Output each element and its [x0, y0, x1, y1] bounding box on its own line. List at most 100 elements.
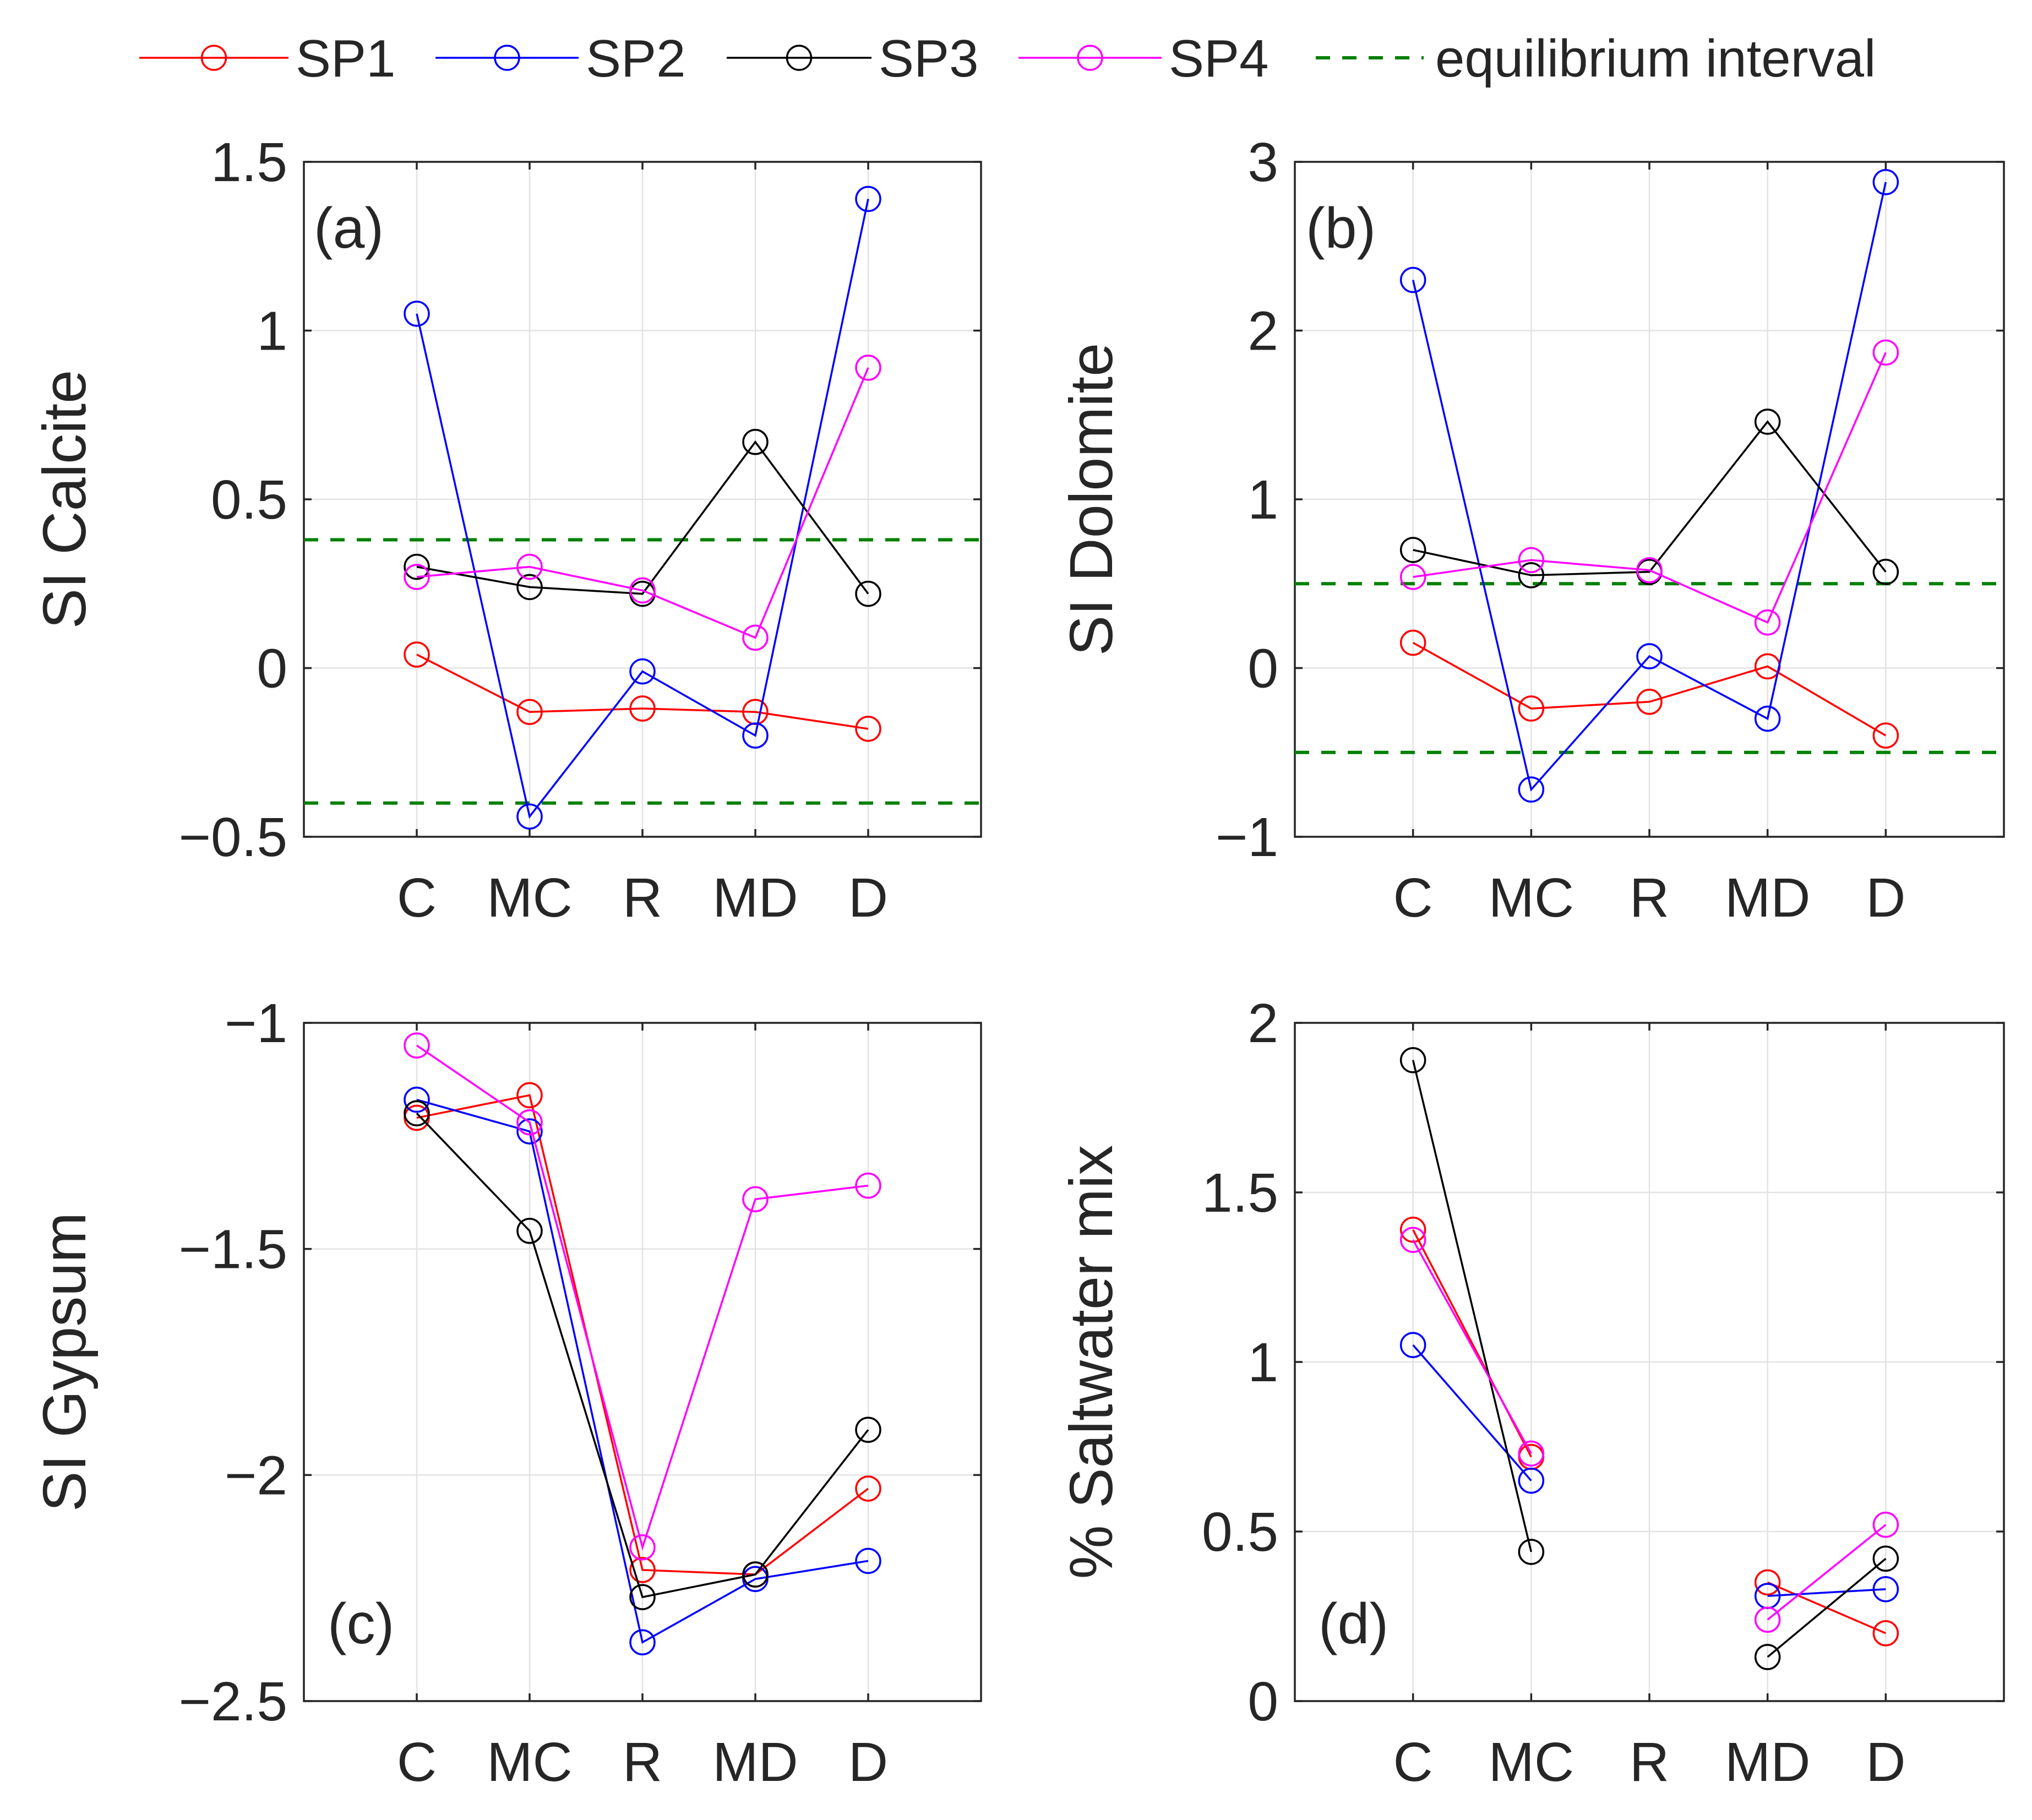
data-point: [1399, 564, 1426, 590]
data-point: [1399, 537, 1426, 563]
data-point: [629, 1557, 656, 1583]
x-tick-label: D: [1866, 1731, 1905, 1793]
series-line: [416, 199, 869, 819]
series-sp4: [404, 355, 881, 651]
data-point: [1872, 1620, 1899, 1647]
y-axis-label: SI Gypsum: [31, 1212, 99, 1512]
x-tick-label: MC: [487, 1731, 573, 1793]
series-line: [416, 1113, 869, 1599]
data-point: [404, 301, 430, 327]
data-point: [404, 564, 430, 590]
data-point: [1399, 1227, 1426, 1253]
data-point: [1399, 266, 1426, 293]
data-point: [1754, 705, 1781, 732]
series-sp2: [404, 186, 881, 830]
data-point: [516, 803, 543, 830]
data-point: [516, 574, 543, 601]
data-point: [1872, 1576, 1899, 1603]
x-tick-label: MC: [1489, 1731, 1575, 1793]
data-point: [629, 1584, 656, 1610]
x-tick-label: C: [1393, 867, 1433, 929]
panel-label: (a): [314, 197, 384, 260]
y-tick-label: 0: [257, 638, 287, 700]
chart-panel-b: C MC R MD D −1 0 1 2 3 SI Dolomite (b): [1058, 132, 2005, 929]
series-line: [1412, 641, 1887, 737]
data-point: [742, 429, 769, 455]
legend-entry: SP3: [727, 29, 978, 88]
legend-entry: SP2: [435, 29, 685, 88]
series-line: [416, 653, 869, 730]
legend-entry: SP1: [139, 29, 395, 88]
data-point: [404, 641, 430, 668]
y-tick-label: 1: [1247, 469, 1278, 531]
x-tick-label: D: [848, 1731, 888, 1793]
data-point: [404, 1100, 430, 1127]
series-sp4: [404, 1032, 881, 1561]
chart-panel-a: C MC R MD D −0.5 0 0.5 1 1.5 SI Calcite (a): [31, 132, 982, 929]
y-axis-label: SI Calcite: [31, 370, 99, 629]
legend-swatch-marker: [494, 45, 520, 71]
data-point: [855, 1172, 881, 1199]
data-point: [404, 1032, 430, 1059]
legend-label: SP2: [586, 29, 685, 88]
data-point: [855, 1547, 881, 1574]
data-point: [742, 1186, 769, 1213]
data-point: [629, 1534, 656, 1561]
panel-label: (b): [1306, 197, 1376, 260]
data-point: [1399, 1332, 1426, 1358]
series-sp3: [404, 1100, 881, 1610]
y-tick-label: −1: [225, 993, 287, 1054]
legend-label: SP4: [1169, 29, 1268, 88]
x-tick-label: R: [623, 867, 662, 929]
data-point: [629, 577, 656, 604]
series-line: [1767, 1588, 1886, 1597]
series-line: [416, 440, 869, 595]
chart-panel-d: C MC R MD D 0 0.5 1 1.5 2 % Saltwater mix (d): [1058, 993, 2005, 1793]
legend-label: SP3: [879, 29, 978, 88]
series-line: [1767, 1557, 1887, 1658]
x-tick-label: D: [848, 867, 888, 929]
y-tick-label: 0: [1247, 638, 1278, 700]
series-sp3: [1399, 408, 1899, 588]
y-tick-label: 1: [1247, 1332, 1278, 1393]
y-tick-label: 0: [1247, 1671, 1278, 1732]
data-point: [742, 722, 769, 749]
data-point: [855, 355, 881, 381]
data-point: [1518, 1467, 1545, 1494]
data-point: [516, 1218, 543, 1244]
series-sp2: [1399, 1332, 1899, 1609]
y-axis-label: % Saltwater mix: [1058, 1145, 1125, 1579]
data-point: [855, 1475, 881, 1502]
y-tick-label: 1.5: [211, 132, 287, 193]
data-point: [1636, 557, 1663, 584]
y-tick-label: 2: [1247, 993, 1278, 1054]
series-sp1: [404, 641, 881, 742]
series-line: [416, 367, 869, 639]
legend: SP1 SP2 SP3 SP4 equilibrium interval: [139, 29, 1876, 88]
x-tick-label: C: [397, 867, 437, 929]
data-point: [1518, 547, 1545, 574]
data-point: [742, 1561, 769, 1588]
data-point: [629, 695, 656, 722]
y-tick-label: 3: [1247, 132, 1278, 193]
y-tick-label: −0.5: [179, 807, 287, 868]
x-tick-label: MD: [1725, 867, 1811, 929]
y-tick-label: −1.5: [179, 1219, 287, 1280]
panel-label: (c): [328, 1592, 394, 1656]
x-tick-label: R: [1630, 1731, 1669, 1793]
series-line: [1412, 1060, 1533, 1552]
x-tick-label: R: [1630, 867, 1669, 929]
legend-label: SP1: [296, 29, 395, 88]
data-point: [1636, 643, 1663, 669]
data-point: [1754, 1569, 1781, 1596]
series-sp4: [1399, 1227, 1899, 1633]
series-line: [1413, 352, 1887, 624]
data-point: [516, 1118, 543, 1145]
y-tick-label: 1: [257, 301, 287, 362]
data-point: [1518, 776, 1545, 803]
data-point: [404, 1086, 430, 1113]
legend-swatch-marker: [1077, 45, 1103, 71]
x-tick-label: R: [623, 1731, 662, 1793]
x-tick-label: MD: [712, 1731, 798, 1793]
data-point: [516, 1109, 543, 1136]
